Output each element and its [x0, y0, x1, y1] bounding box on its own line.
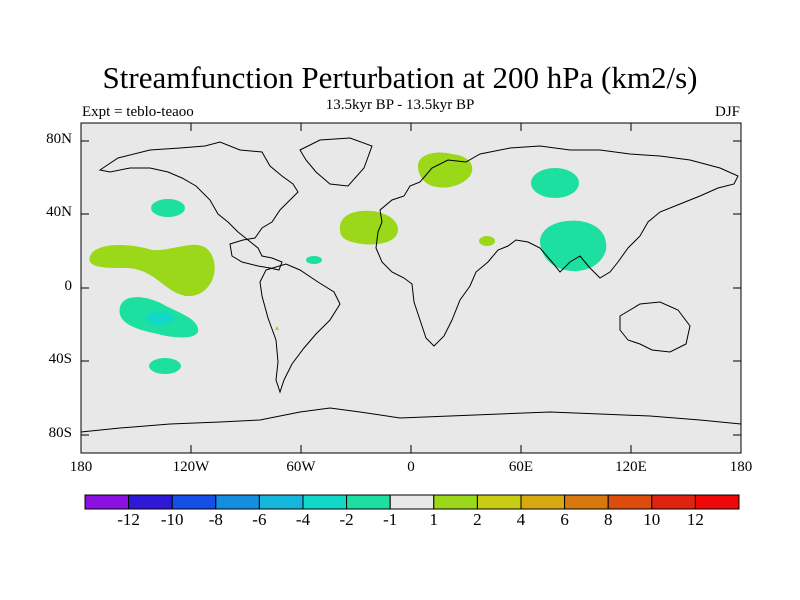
anomaly-arabia-positive [479, 236, 495, 246]
colorbar-label: -2 [339, 510, 354, 529]
colorbar-box [564, 494, 609, 510]
colorbar-label: -4 [295, 510, 311, 529]
anomaly-north-pacific-negative [151, 199, 185, 217]
colorbar-box [84, 494, 130, 510]
anomaly-caribbean-negative [306, 256, 322, 264]
colorbar-label: 4 [516, 510, 526, 529]
colorbar-label: 2 [473, 510, 482, 529]
coastline-greenland [299, 137, 373, 187]
lat-tick-label: 80S [48, 425, 72, 441]
anomaly-small-positive-speck [275, 326, 279, 330]
colorbar-box [433, 494, 478, 510]
coastline-australia [619, 301, 691, 353]
lat-tick-label: 0 [64, 278, 73, 294]
anomaly-south-pacific-small-negative [149, 358, 181, 374]
lon-tick-label: 60E [508, 459, 534, 475]
colorbar-box [171, 494, 217, 510]
colorbar-box [651, 494, 696, 510]
colorbar-label: 6 [560, 510, 569, 529]
colorbar-label: -12 [117, 510, 140, 529]
colorbar-label: -6 [252, 510, 267, 529]
coastline-antarctica [80, 407, 742, 433]
colorbar-label: 1 [429, 510, 439, 529]
colorbar-label: -8 [208, 510, 223, 529]
colorbar-box [607, 494, 653, 510]
colorbar-box [346, 494, 391, 510]
colorbar-box [694, 494, 740, 510]
coastline-north-america [98, 141, 299, 271]
colorbar-label: 10 [643, 510, 661, 529]
coastline-south-america [259, 263, 341, 394]
colorbar-label: 12 [686, 510, 704, 529]
lon-tick-label: 0 [407, 459, 415, 475]
lat-tick-label: 40S [48, 351, 72, 367]
lon-tick-label: 180 [69, 459, 93, 475]
colorbar-box [302, 494, 348, 510]
anomaly-south-pacific-negative-inner [146, 311, 174, 325]
colorbar-box [389, 494, 435, 510]
lon-tick-label: 120E [615, 459, 647, 475]
anomaly-east-pacific-positive [89, 244, 215, 297]
anomaly-layer [89, 152, 607, 374]
experiment-label: Expt = teblo-teaoo [82, 104, 194, 120]
colorbar-label: 8 [603, 510, 613, 529]
anomaly-siberia-negative [531, 168, 579, 198]
colorbar-box [520, 494, 566, 510]
colorbar [84, 494, 740, 510]
coastlines [80, 137, 742, 433]
lon-tick-label: 60W [286, 459, 316, 475]
coastline-eurasia-africa [375, 145, 739, 347]
lon-tick-label: 120W [172, 459, 210, 475]
colorbar-box [215, 494, 260, 510]
lat-tick-label: 80N [46, 131, 72, 147]
axis-ticks [81, 123, 741, 453]
colorbar-label: -10 [160, 510, 184, 529]
map-subtitle: 13.5kyr BP - 13.5kyr BP [325, 97, 475, 113]
map-title: Streamfunction Perturbation at 200 hPa (… [102, 60, 698, 95]
anomaly-north-atlantic-positive [339, 210, 398, 245]
colorbar-box [128, 494, 173, 510]
season-label: DJF [714, 104, 740, 120]
colorbar-label: -1 [383, 510, 398, 529]
lon-tick-label: 180 [729, 459, 753, 475]
lat-tick-label: 40N [46, 204, 72, 220]
colorbar-box [476, 494, 522, 510]
colorbar-box [258, 494, 304, 510]
anomaly-south-asia-negative [540, 220, 607, 272]
